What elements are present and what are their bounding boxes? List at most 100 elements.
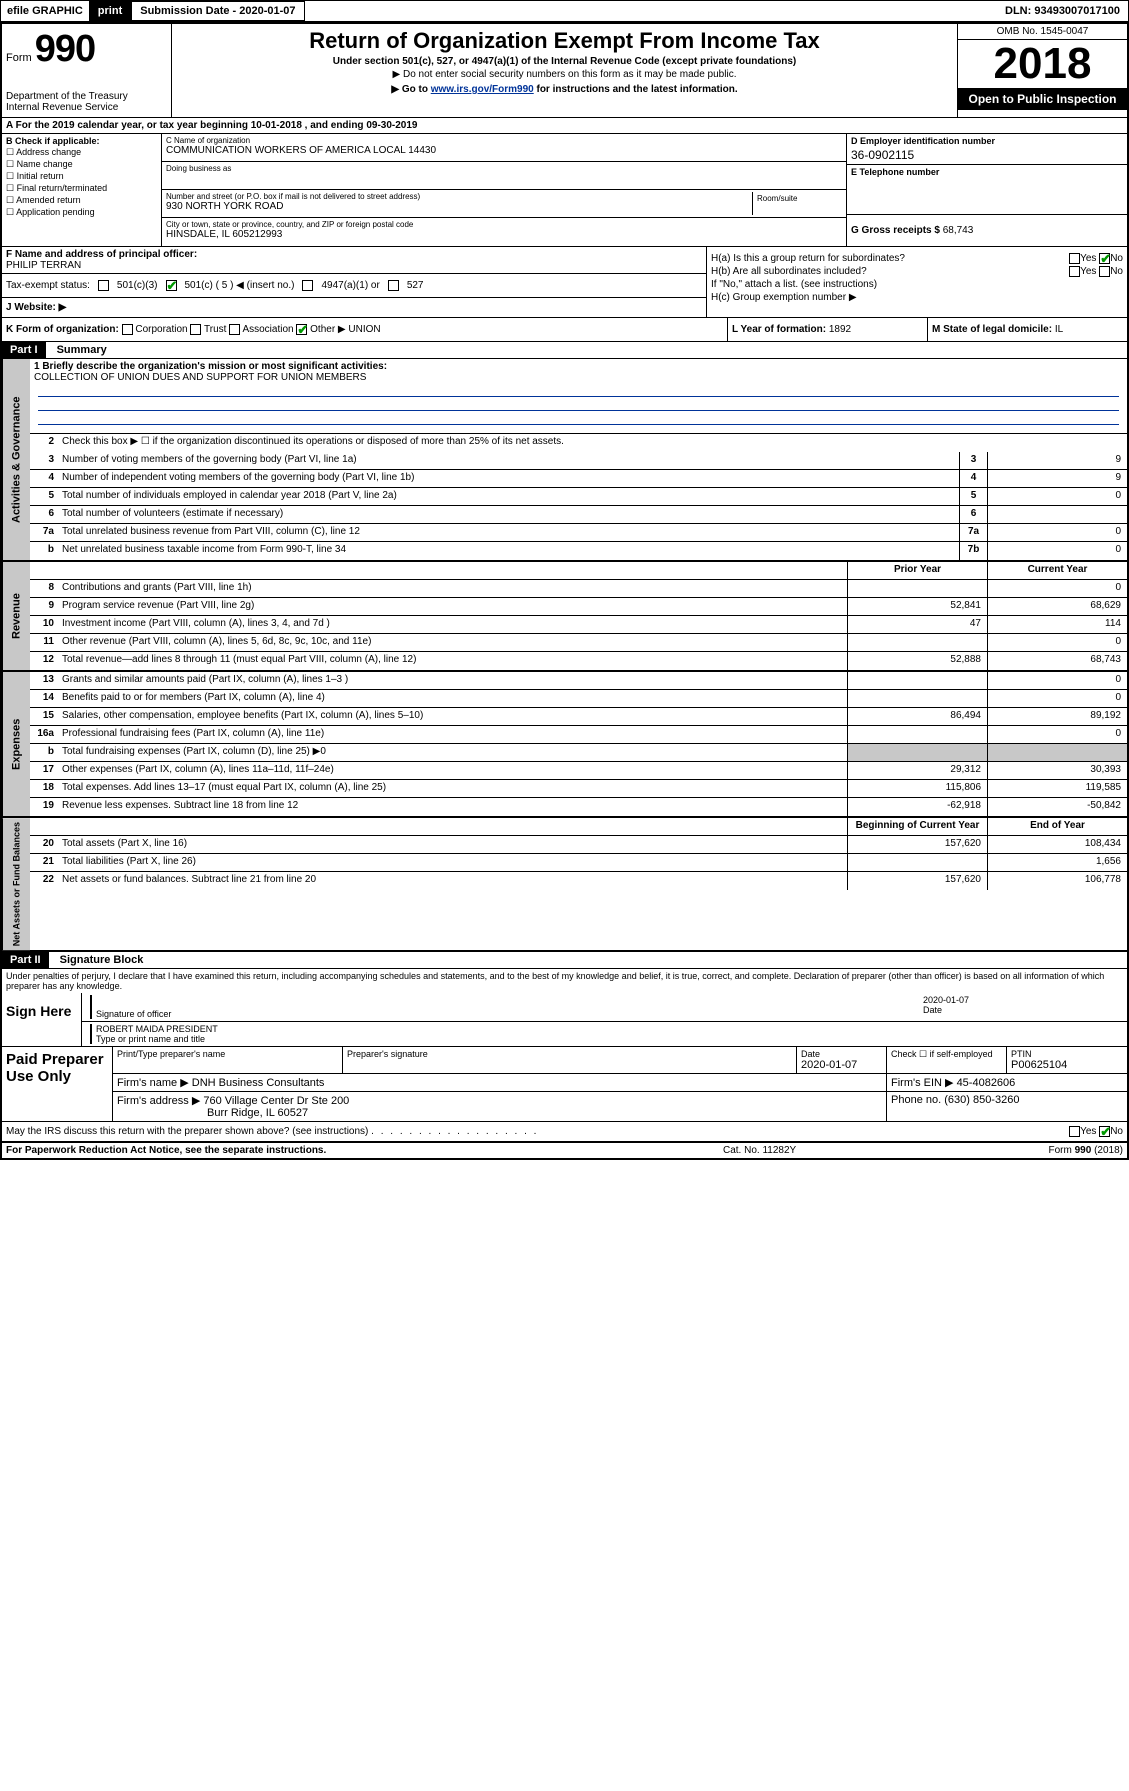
header-center: Return of Organization Exempt From Incom…	[172, 24, 957, 117]
m-state-domicile: M State of legal domicile: IL	[927, 318, 1127, 341]
firm-addr-label: Firm's address ▶	[117, 1095, 200, 1107]
print-button[interactable]: print	[89, 1, 131, 21]
sig-date-value: 2020-01-07	[923, 995, 1123, 1005]
firm-name-label: Firm's name ▶	[117, 1077, 189, 1089]
tel-value	[851, 177, 1123, 179]
box-d: D Employer identification number 36-0902…	[847, 134, 1127, 246]
top-bar: efile GRAPHIC print Submission Date - 20…	[0, 0, 1129, 22]
tel-cell: E Telephone number	[847, 165, 1127, 215]
chk-final-return[interactable]: ☐ Final return/terminated	[6, 183, 157, 194]
row-a-calendar-year: A For the 2019 calendar year, or tax yea…	[2, 118, 1127, 134]
table-row: 8Contributions and grants (Part VIII, li…	[30, 580, 1127, 598]
form-prefix: Form	[6, 52, 32, 64]
note2-pre: ▶ Go to	[391, 84, 430, 95]
note2-post: for instructions and the latest informat…	[534, 84, 738, 95]
l-value: 1892	[829, 324, 851, 335]
box-f-label: F Name and address of principal officer:	[6, 249, 197, 260]
dept-treasury: Department of the Treasury	[6, 91, 167, 102]
paid-preparer-label: Paid Preparer Use Only	[2, 1047, 112, 1121]
l-year-formation: L Year of formation: 1892	[727, 318, 927, 341]
officer-name-slot: ROBERT MAIDA PRESIDENT Type or print nam…	[90, 1024, 1123, 1044]
sig-officer-label: Signature of officer	[96, 1009, 923, 1019]
chk-application-pending[interactable]: ☐ Application pending	[6, 207, 157, 218]
lbl-4947: 4947(a)(1) or	[321, 280, 379, 291]
col-current-year: Current Year	[987, 562, 1127, 579]
chk-corp[interactable]	[122, 324, 133, 335]
dba-label: Doing business as	[166, 164, 842, 173]
tax-status-row: Tax-exempt status: 501(c)(3) 501(c) ( 5 …	[2, 274, 706, 298]
box-f: F Name and address of principal officer:…	[2, 247, 706, 274]
perjury-statement: Under penalties of perjury, I declare th…	[2, 969, 1127, 993]
line-2: 2 Check this box ▶ ☐ if the organization…	[30, 434, 1127, 452]
chk-501c3[interactable]	[98, 280, 109, 291]
form-frame: Form 990 Department of the Treasury Inte…	[0, 22, 1129, 1160]
org-name-label: C Name of organization	[166, 136, 842, 145]
table-row: 7aTotal unrelated business revenue from …	[30, 524, 1127, 542]
chk-initial-return[interactable]: ☐ Initial return	[6, 171, 157, 182]
ptin-value: P00625104	[1011, 1059, 1123, 1071]
line1-label: 1 Briefly describe the organization's mi…	[34, 361, 387, 372]
col-end-year: End of Year	[987, 818, 1127, 835]
prep-name-label: Print/Type preparer's name	[117, 1049, 338, 1059]
footer-row: For Paperwork Reduction Act Notice, see …	[2, 1142, 1127, 1158]
website-row: J Website: ▶	[2, 298, 706, 317]
discuss-yes[interactable]	[1069, 1126, 1080, 1137]
chk-name-change[interactable]: ☐ Name change	[6, 159, 157, 170]
hb-no[interactable]	[1099, 266, 1110, 277]
chk-trust[interactable]	[190, 324, 201, 335]
ein-cell: D Employer identification number 36-0902…	[847, 134, 1127, 165]
chk-other[interactable]	[296, 324, 307, 335]
lbl-527: 527	[407, 280, 424, 291]
col-fg: F Name and address of principal officer:…	[2, 247, 707, 317]
sig-officer-slot[interactable]: Signature of officer	[90, 995, 923, 1019]
block-fgh: F Name and address of principal officer:…	[2, 247, 1127, 318]
chk-address-change[interactable]: ☐ Address change	[6, 147, 157, 158]
ha-yes[interactable]	[1069, 253, 1080, 264]
row-a-text: A For the 2019 calendar year, or tax yea…	[6, 120, 417, 131]
check-self-employed[interactable]: Check ☐ if self-employed	[887, 1047, 1007, 1073]
chk-amended-return[interactable]: ☐ Amended return	[6, 195, 157, 206]
part2-title: Signature Block	[52, 952, 152, 968]
section-net-assets: Net Assets or Fund Balances Beginning of…	[2, 818, 1127, 952]
gross-label: G Gross receipts $	[851, 225, 940, 236]
discuss-no[interactable]	[1099, 1126, 1110, 1137]
chk-4947[interactable]	[302, 280, 313, 291]
table-row: 15Salaries, other compensation, employee…	[30, 708, 1127, 726]
rev-header-row: Prior Year Current Year	[30, 562, 1127, 580]
m-label: M State of legal domicile:	[932, 324, 1052, 335]
chk-501c5[interactable]	[166, 280, 177, 291]
chk-527[interactable]	[388, 280, 399, 291]
col-begin-year: Beginning of Current Year	[847, 818, 987, 835]
header-right: OMB No. 1545-0047 2018 Open to Public In…	[957, 24, 1127, 117]
table-row: 12Total revenue—add lines 8 through 11 (…	[30, 652, 1127, 670]
box-b-label: B Check if applicable:	[6, 136, 100, 146]
ptin-label: PTIN	[1011, 1049, 1123, 1059]
website-label: J Website: ▶	[6, 302, 66, 313]
officer-name-value: ROBERT MAIDA PRESIDENT	[96, 1024, 1123, 1034]
part1-header-row: Part I Summary	[2, 342, 1127, 359]
dln-label: DLN: 93493007017100	[997, 2, 1128, 20]
table-row: 22Net assets or fund balances. Subtract …	[30, 872, 1127, 890]
vtab-revenue: Revenue	[2, 562, 30, 670]
part2-badge: Part II	[2, 952, 49, 968]
hb-yes[interactable]	[1069, 266, 1080, 277]
line2-desc: Check this box ▶ ☐ if the organization d…	[58, 434, 1127, 452]
tax-year: 2018	[958, 40, 1127, 88]
table-row: 3Number of voting members of the governi…	[30, 452, 1127, 470]
chk-assoc[interactable]	[229, 324, 240, 335]
hb-note: If "No," attach a list. (see instruction…	[711, 279, 1123, 290]
firm-ein-label: Firm's EIN ▶	[891, 1077, 954, 1089]
form-header: Form 990 Department of the Treasury Inte…	[2, 24, 1127, 118]
table-row: 5Total number of individuals employed in…	[30, 488, 1127, 506]
instructions-link[interactable]: www.irs.gov/Form990	[431, 84, 534, 95]
part2-header-row: Part II Signature Block	[2, 952, 1127, 969]
room-label: Room/suite	[757, 194, 838, 203]
ha-no[interactable]	[1099, 253, 1110, 264]
ha-label: H(a) Is this a group return for subordin…	[711, 253, 905, 264]
section-governance: Activities & Governance 1 Briefly descri…	[2, 359, 1127, 562]
row-k: K Form of organization: Corporation Trus…	[2, 318, 1127, 342]
type-name-label: Type or print name and title	[96, 1034, 1123, 1044]
address-label: Number and street (or P.O. box if mail i…	[166, 192, 752, 201]
section-expenses: Expenses 13Grants and similar amounts pa…	[2, 672, 1127, 818]
col-prior-year: Prior Year	[847, 562, 987, 579]
